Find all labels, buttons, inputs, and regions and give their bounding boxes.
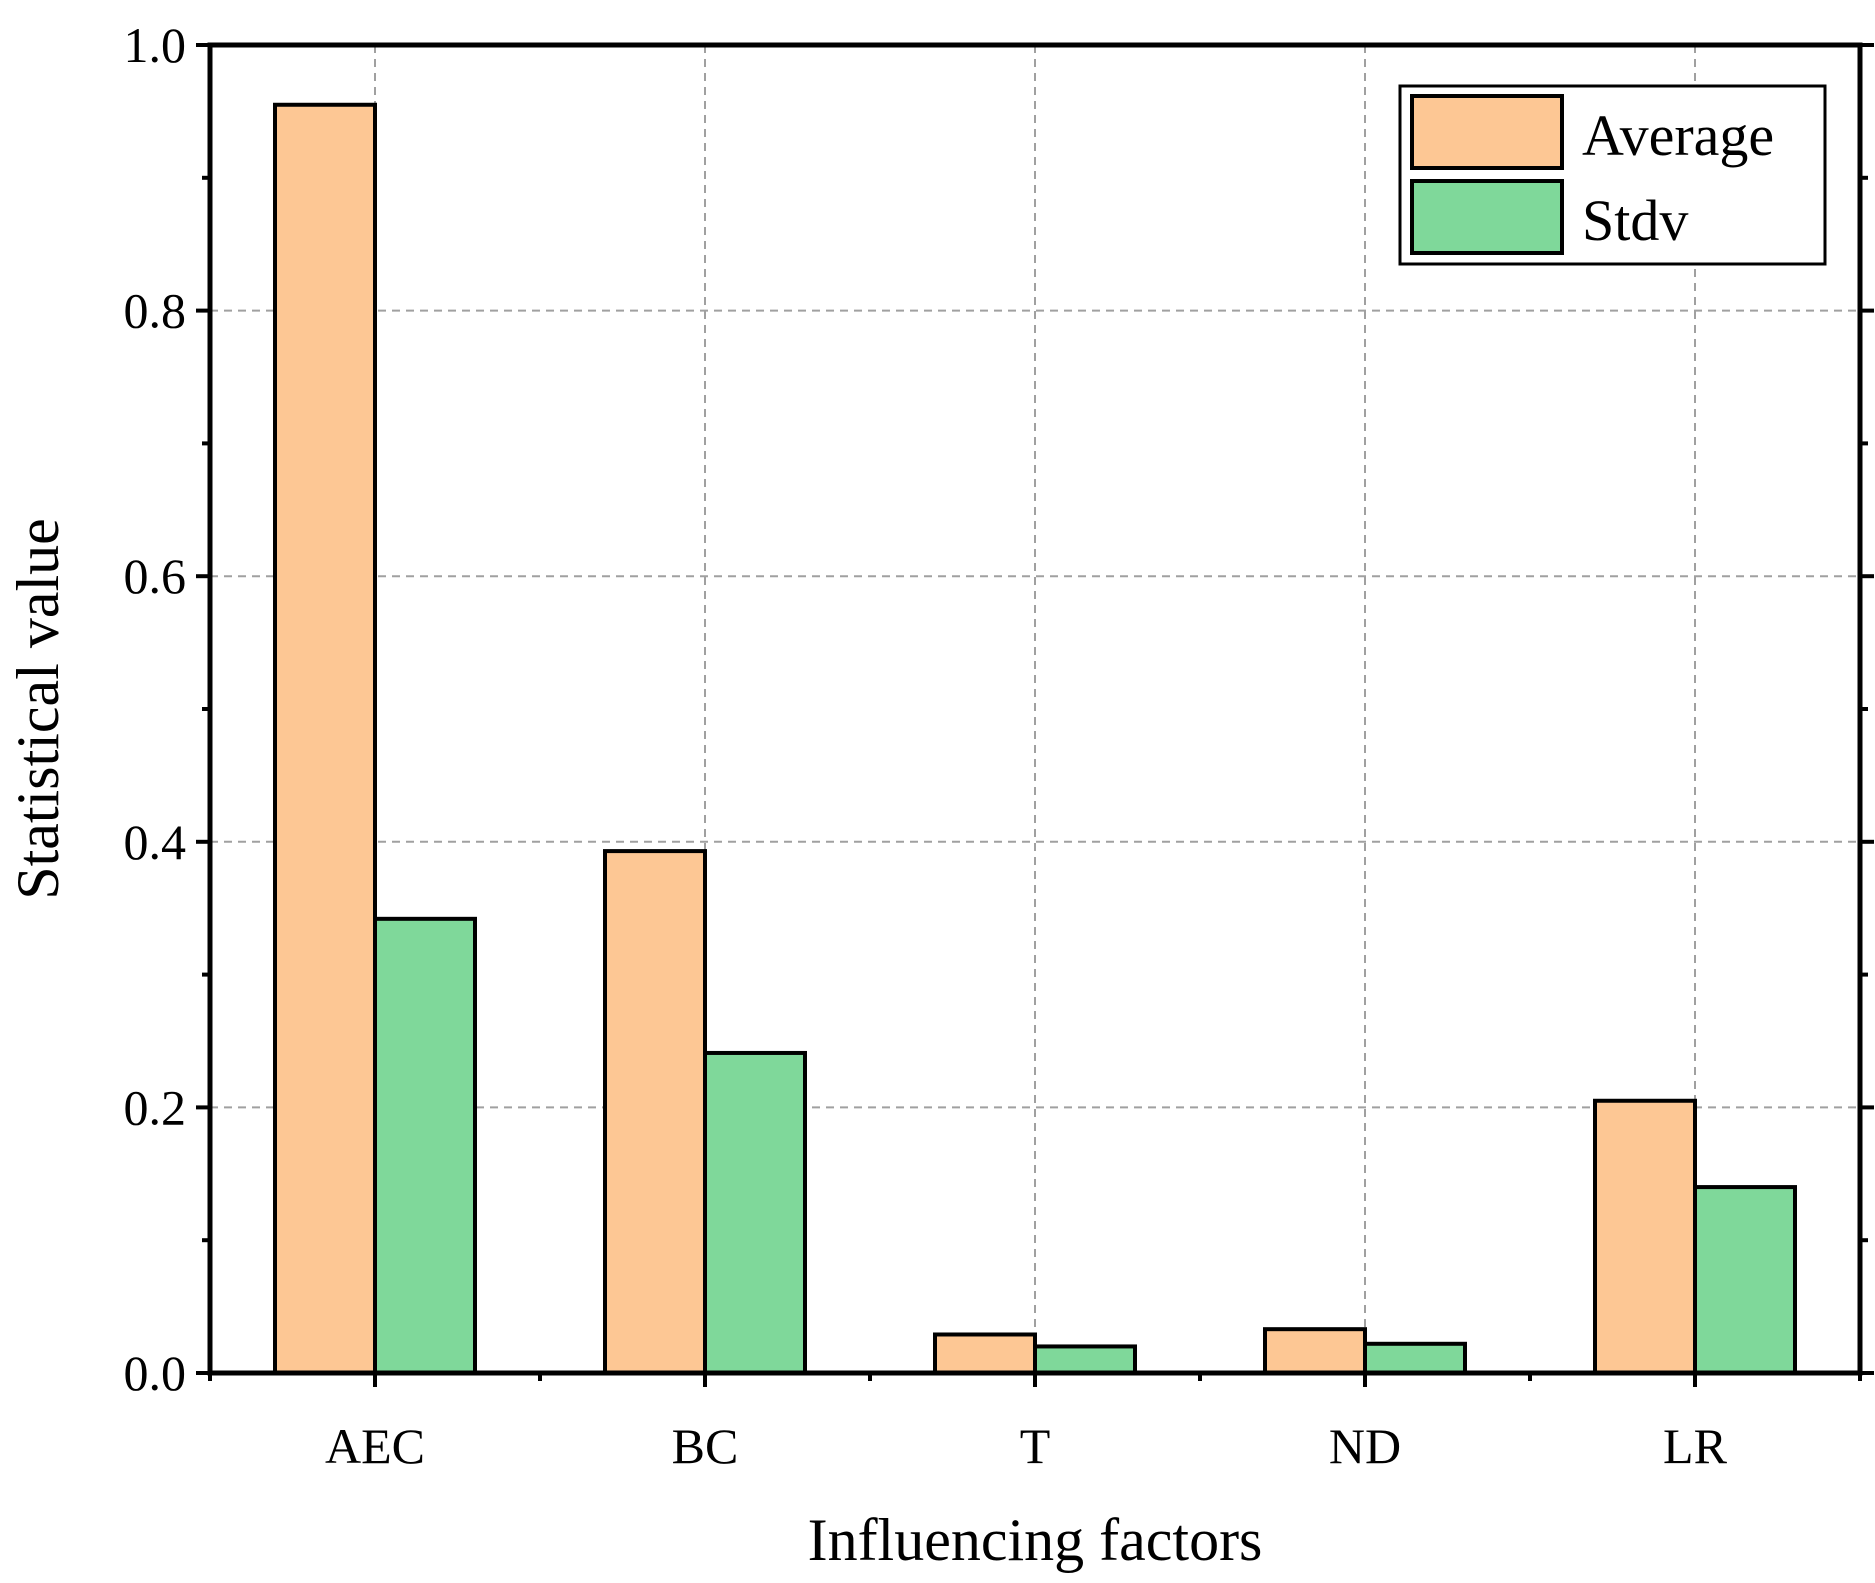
bar-stdv-t [1033,1344,1137,1375]
legend-swatch-stdv [1410,179,1564,255]
legend-swatch-average [1410,94,1564,170]
bar-stdv-lr [1693,1185,1797,1375]
x-tick-label: BC [672,1418,739,1474]
x-tick-label: ND [1329,1418,1401,1474]
bar-stdv-nd [1363,1341,1467,1376]
bars [273,102,1797,1376]
bar-average-lr [1593,1098,1697,1375]
x-tick-label: T [1020,1418,1051,1474]
x-tick-label: LR [1663,1418,1728,1474]
legend: Average Stdv [1398,84,1827,266]
y-tick-label: 0.2 [124,1079,187,1135]
y-axis-title: Statistical value [5,518,71,900]
bar-stdv-bc [703,1050,807,1376]
axis-ticks: 0.0 0.2 0.4 0.6 0.8 1.0 AEC BC T ND LR [124,17,1874,1474]
y-tick-label: 0.0 [124,1345,187,1401]
y-tick-label: 1.0 [124,17,187,73]
x-axis-title: Influencing factors [808,1507,1263,1573]
y-tick-label: 0.8 [124,283,187,339]
y-tick-label: 0.4 [124,814,187,870]
legend-label-stdv: Stdv [1582,188,1688,253]
bar-average-bc [603,849,707,1375]
legend-label-average: Average [1582,103,1774,168]
bar-average-t [933,1332,1037,1376]
bar-stdv-aec [373,916,477,1375]
y-tick-label: 0.6 [124,548,187,604]
x-tick-label: AEC [325,1418,425,1474]
bar-average-nd [1263,1327,1367,1376]
bar-average-aec [273,102,377,1375]
